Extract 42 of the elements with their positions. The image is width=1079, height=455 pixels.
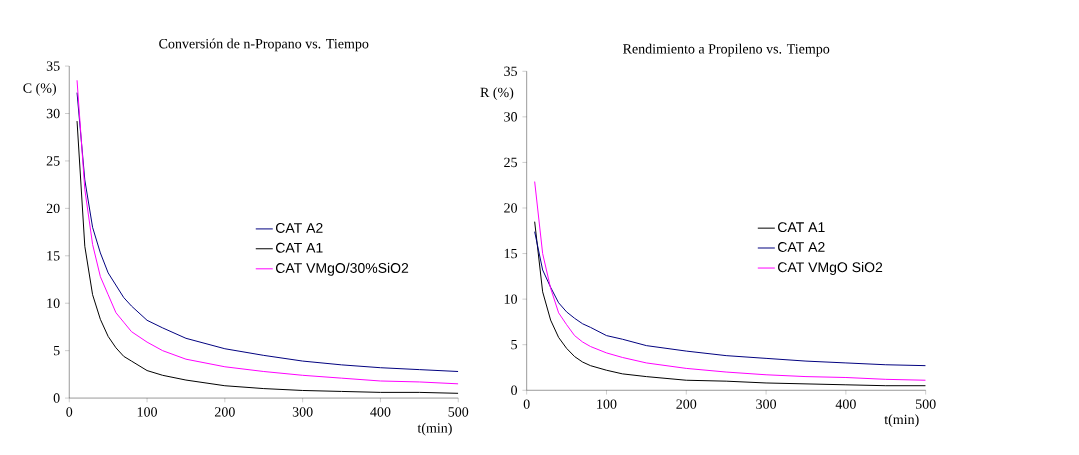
y-tick-label: 35 xyxy=(504,66,518,76)
chart-title: Rendimiento a Propileno vs. Tiempo xyxy=(623,43,830,57)
x-tick-label: 200 xyxy=(214,407,235,417)
y-tick-label: 20 xyxy=(504,203,518,213)
y-tick-label: 25 xyxy=(46,156,60,166)
y-tick-label: 15 xyxy=(504,248,518,259)
line-series xyxy=(534,231,926,367)
x-tick-label: 400 xyxy=(370,407,391,417)
y-axis-title: C (%) xyxy=(23,82,56,96)
x-axis-title: t(min) xyxy=(884,414,919,427)
legend-label: CAT A1 xyxy=(275,242,323,253)
line-series xyxy=(534,181,926,381)
x-tick-label: 300 xyxy=(756,399,777,409)
y-tick-label: 10 xyxy=(47,298,60,308)
legend-label: CAT A1 xyxy=(778,222,825,233)
x-tick-label: 0 xyxy=(523,399,530,409)
legend-label: CAT VMgO SiO2 xyxy=(778,261,883,275)
line-series xyxy=(76,120,459,394)
y-tick-label: 30 xyxy=(504,112,518,122)
x-tick-label: 500 xyxy=(915,399,936,409)
y-tick-label: 25 xyxy=(504,157,518,168)
y-axis-title: R (%) xyxy=(480,87,514,100)
x-tick-label: 100 xyxy=(137,407,158,417)
y-tick-label: 5 xyxy=(53,345,60,356)
y-tick-label: 35 xyxy=(46,61,60,71)
x-tick-label: 200 xyxy=(676,399,697,409)
legend-label: CAT VMgO/30%SiO2 xyxy=(275,262,409,276)
y-tick-label: 10 xyxy=(504,294,518,304)
x-tick-label: 300 xyxy=(292,407,313,417)
legend-label: CAT A2 xyxy=(778,242,825,252)
chart-title: Conversión de n-Propano vs. Tiempo xyxy=(159,38,369,52)
y-tick-label: 20 xyxy=(46,203,60,214)
legend-label: CAT A2 xyxy=(275,222,323,233)
y-tick-label: 0 xyxy=(511,385,518,395)
x-axis-title: t(min) xyxy=(417,422,452,436)
x-tick-label: 500 xyxy=(448,407,469,417)
x-tick-label: 100 xyxy=(597,399,617,409)
y-tick-label: 30 xyxy=(46,108,60,119)
y-tick-label: 5 xyxy=(511,340,518,350)
y-tick-label: 15 xyxy=(47,251,60,261)
x-tick-label: 400 xyxy=(835,399,856,409)
x-tick-label: 0 xyxy=(66,407,73,417)
